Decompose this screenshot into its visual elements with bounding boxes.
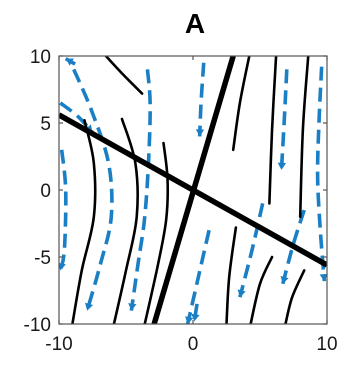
trajectory-curve: [104, 56, 144, 95]
vector-arrowhead: [280, 275, 289, 284]
x-tick-label: 0: [188, 334, 199, 355]
vector-field-curve: [185, 229, 211, 324]
trajectory-curve: [284, 269, 306, 324]
vector-arrowhead: [237, 289, 246, 298]
trajectory-curve: [231, 56, 251, 152]
vector-arrowhead: [195, 129, 205, 137]
x-tick-label: 10: [316, 334, 337, 355]
vector-field-curve: [72, 68, 114, 312]
vector-arrowhead: [59, 262, 66, 271]
trajectory-curve: [71, 119, 97, 324]
y-tick-label: -10: [24, 315, 51, 336]
panel-title: A: [185, 8, 205, 39]
tick-layer: -10 0 10 10 5 0 -5 -10: [24, 47, 338, 355]
vector-arrowhead: [185, 316, 194, 324]
vector-arrowhead: [191, 313, 200, 322]
vector-field-curve: [129, 69, 152, 311]
trajectory-curve: [225, 226, 238, 324]
trajectory-layer: [71, 56, 310, 324]
vector-field-curve: [281, 209, 306, 285]
vector-field-curve: [279, 69, 289, 171]
trajectory-curve: [298, 56, 310, 219]
y-tick-label: -5: [34, 248, 51, 269]
vector-field-curve: [315, 66, 327, 282]
vector-field-curve: [192, 303, 199, 322]
y-tick-label: 5: [40, 114, 51, 135]
vector-field-curve: [59, 101, 94, 134]
nullcline-layer: [59, 56, 327, 324]
vector-arrowhead: [319, 273, 327, 282]
vector-field-layer: [59, 57, 327, 324]
vector-arrowhead: [277, 162, 287, 170]
y-tick-label: 10: [30, 47, 51, 68]
trajectory-curve: [268, 56, 278, 205]
vector-field-curve: [238, 202, 265, 298]
y-tick-label: 0: [40, 181, 51, 202]
vector-field-curve: [197, 62, 206, 137]
vector-arrowhead: [65, 58, 74, 66]
trajectory-curve: [143, 141, 170, 324]
vector-arrowhead: [85, 302, 94, 311]
vector-field-curve: [59, 149, 68, 271]
nullcline-line: [151, 56, 236, 324]
vector-arrowhead: [128, 303, 137, 311]
x-tick-label: -10: [45, 334, 72, 355]
trajectory-curve: [249, 255, 274, 324]
trajectory-curve: [112, 117, 139, 324]
